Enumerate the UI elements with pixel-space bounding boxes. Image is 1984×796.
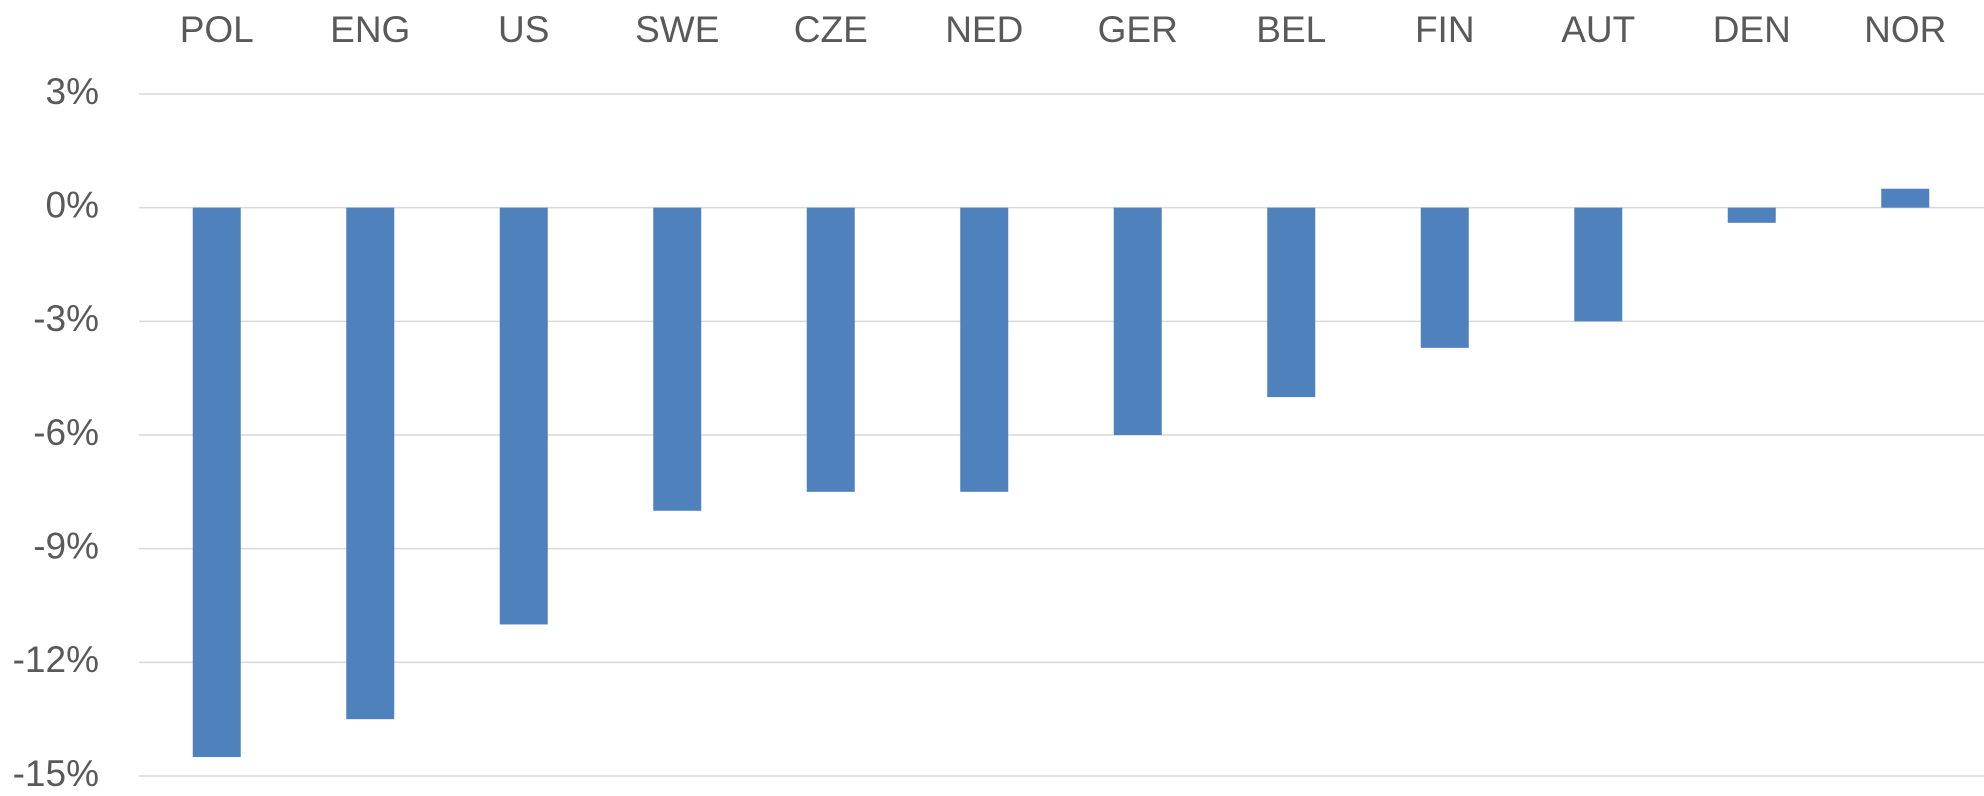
x-tick-label: CZE — [794, 9, 868, 50]
bar — [806, 207, 855, 492]
y-tick-label: 0% — [46, 184, 99, 225]
x-tick-label: DEN — [1713, 9, 1791, 50]
bar — [192, 207, 241, 758]
x-tick-label: ENG — [330, 9, 410, 50]
bar — [1574, 207, 1623, 322]
y-tick-label: -12% — [13, 639, 99, 680]
x-tick-label: NED — [945, 9, 1023, 50]
y-tick-label: -3% — [33, 298, 99, 339]
bar — [1727, 207, 1776, 223]
y-tick-label: -6% — [33, 412, 99, 453]
x-tick-label: GER — [1098, 9, 1178, 50]
x-tick-label: POL — [180, 9, 254, 50]
bar — [1113, 207, 1162, 435]
bar — [499, 207, 548, 625]
x-tick-label: AUT — [1561, 9, 1635, 50]
x-tick-label: SWE — [635, 9, 719, 50]
x-tick-label: NOR — [1864, 9, 1946, 50]
y-tick-label: -9% — [33, 525, 99, 566]
x-tick-label: FIN — [1415, 9, 1475, 50]
bar — [1420, 207, 1469, 348]
y-tick-label: 3% — [46, 71, 99, 112]
bar — [1267, 207, 1316, 398]
x-tick-label: US — [498, 9, 549, 50]
x-tick-label: BEL — [1256, 9, 1326, 50]
y-tick-label: -15% — [13, 753, 99, 794]
bar — [1881, 188, 1930, 208]
bar — [346, 207, 395, 720]
bar — [653, 207, 702, 511]
bar — [960, 207, 1009, 492]
